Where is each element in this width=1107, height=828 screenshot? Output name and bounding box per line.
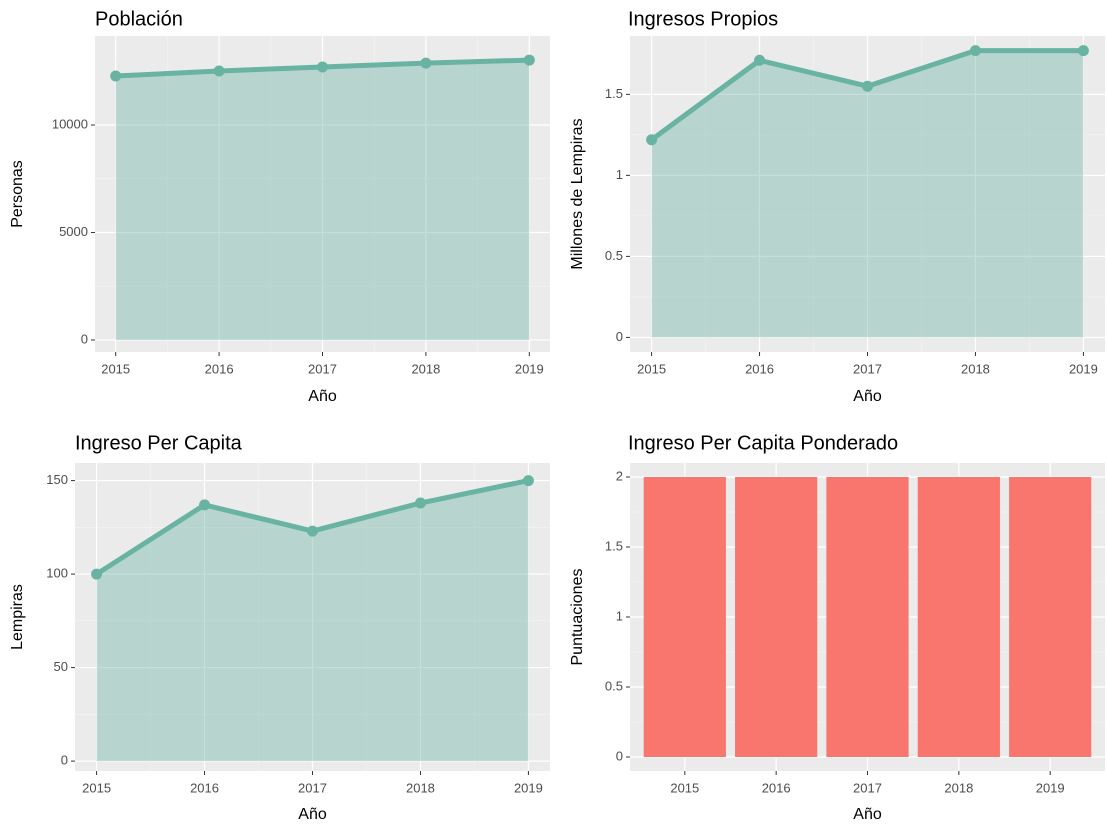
point [522, 475, 534, 487]
bar [1009, 477, 1092, 757]
x-tick-label: 2019 [1036, 780, 1065, 795]
y-tick-label: 0 [616, 748, 623, 763]
y-tick-label: 0.5 [605, 678, 623, 693]
chart-title: Ingreso Per Capita [75, 432, 243, 454]
y-tick-label: 1.5 [605, 538, 623, 553]
x-tick-label: 2019 [1069, 361, 1098, 376]
y-tick-label: 1 [616, 167, 623, 182]
point [1077, 45, 1089, 57]
bar [735, 477, 818, 757]
x-tick-label: 2018 [961, 361, 990, 376]
point [91, 568, 103, 580]
y-tick-label: 5000 [59, 224, 88, 239]
y-tick-label: 0.5 [605, 248, 623, 263]
y-tick-label: 2 [616, 468, 623, 483]
area [115, 60, 530, 340]
x-axis-title: Año [853, 388, 882, 405]
point [969, 45, 981, 57]
bar [917, 477, 1000, 757]
x-tick-label: 2018 [944, 780, 973, 795]
y-tick-label: 150 [46, 472, 68, 487]
x-tick-label: 2017 [308, 361, 337, 376]
point [414, 497, 426, 509]
point [213, 65, 225, 77]
x-tick-label: 2016 [190, 780, 219, 795]
point [307, 525, 318, 537]
y-axis-title: Puntuaciones [569, 569, 586, 666]
y-axis-title: Personas [9, 160, 26, 228]
x-axis-title: Año [308, 388, 337, 405]
bar [643, 477, 726, 757]
point [754, 54, 766, 66]
x-tick-label: 2017 [853, 361, 882, 376]
x-tick-label: 2019 [514, 780, 543, 795]
y-axis-title: Millones de Lempiras [569, 118, 586, 269]
y-tick-label: 1.5 [605, 86, 623, 101]
y-axis-title: Lempiras [9, 584, 26, 650]
point [199, 499, 211, 511]
x-tick-label: 2019 [515, 361, 544, 376]
point [420, 57, 432, 69]
x-tick-label: 2017 [298, 780, 327, 795]
x-tick-label: 2018 [406, 780, 435, 795]
bar [826, 477, 909, 757]
x-tick-label: 2016 [745, 361, 774, 376]
chart-title: Población [95, 8, 183, 30]
y-tick-label: 0 [616, 329, 623, 344]
y-tick-label: 0 [81, 331, 88, 346]
point [317, 61, 328, 73]
y-tick-label: 10000 [52, 116, 88, 131]
point [646, 134, 658, 146]
area [651, 50, 1084, 338]
y-tick-label: 100 [46, 566, 68, 581]
x-tick-label: 2015 [82, 780, 111, 795]
y-tick-label: 1 [616, 608, 623, 623]
x-axis-title: Año [298, 806, 327, 823]
point [862, 80, 873, 92]
chart-title: Ingresos Propios [628, 8, 778, 30]
y-tick-label: 50 [54, 659, 68, 674]
x-tick-label: 2015 [637, 361, 666, 376]
x-axis-title: Año [853, 806, 882, 823]
area [96, 480, 529, 762]
x-tick-label: 2015 [101, 361, 130, 376]
x-tick-label: 2018 [411, 361, 440, 376]
y-tick-label: 0 [61, 753, 68, 768]
x-tick-label: 2015 [670, 780, 699, 795]
x-tick-label: 2016 [762, 780, 791, 795]
chart-title: Ingreso Per Capita Ponderado [628, 432, 898, 454]
point [523, 54, 535, 66]
x-tick-label: 2017 [853, 780, 882, 795]
x-tick-label: 2016 [205, 361, 234, 376]
point [110, 70, 122, 82]
